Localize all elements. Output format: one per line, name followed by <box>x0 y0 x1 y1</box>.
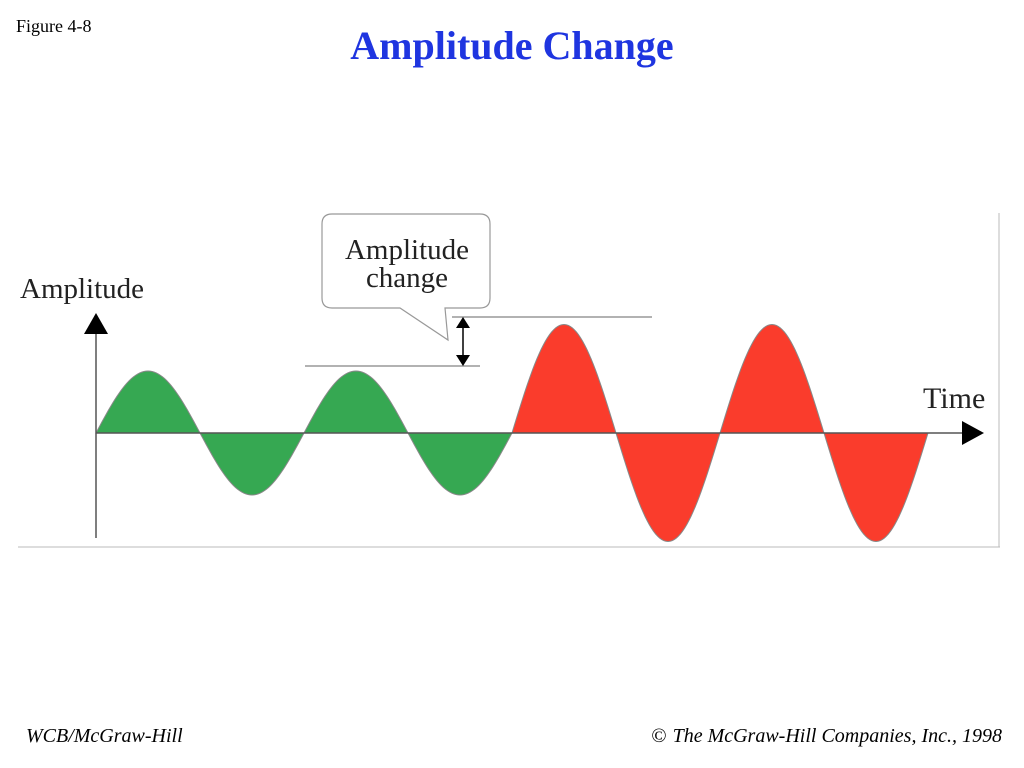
arrow-up-icon <box>456 317 470 328</box>
y-axis-label: Amplitude <box>20 273 144 305</box>
footer-publisher: WCB/McGraw-Hill <box>26 725 183 747</box>
callout-bubble <box>321 213 491 342</box>
x-axis-label: Time <box>923 382 985 415</box>
copyright-icon: © <box>651 725 667 747</box>
y-axis-arrow-icon <box>84 313 108 334</box>
arrow-down-icon <box>456 355 470 366</box>
footer-copyright-text: The McGraw-Hill Companies, Inc., 1998 <box>672 725 1002 747</box>
callout-text-line2: change <box>366 262 448 294</box>
callout-text-line1: Amplitude <box>345 234 469 266</box>
x-axis-arrow-icon <box>962 421 984 445</box>
footer-copyright: © The McGraw-Hill Companies, Inc., 1998 <box>651 725 1002 748</box>
figure-label: Figure 4-8 <box>16 16 92 36</box>
slide-title: Amplitude Change <box>350 23 674 68</box>
